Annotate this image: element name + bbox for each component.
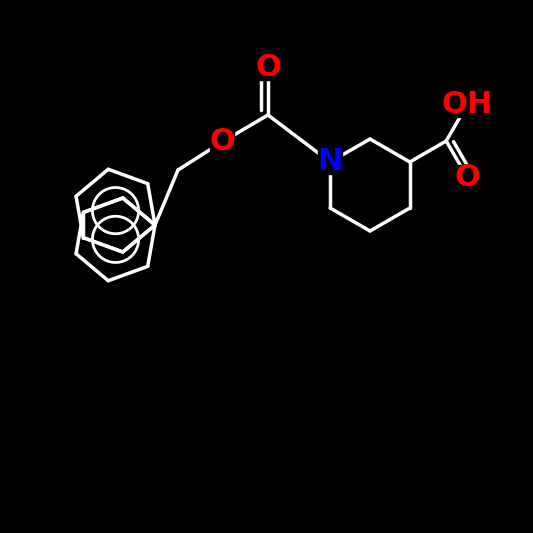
Bar bbox=[455, 165, 479, 189]
Text: OH: OH bbox=[441, 90, 493, 119]
Bar bbox=[210, 130, 234, 154]
Bar bbox=[318, 150, 342, 174]
Bar bbox=[256, 56, 280, 80]
Bar bbox=[449, 93, 485, 117]
Text: O: O bbox=[255, 53, 281, 83]
Text: O: O bbox=[454, 163, 480, 192]
Text: O: O bbox=[209, 127, 235, 157]
Text: N: N bbox=[318, 148, 343, 176]
